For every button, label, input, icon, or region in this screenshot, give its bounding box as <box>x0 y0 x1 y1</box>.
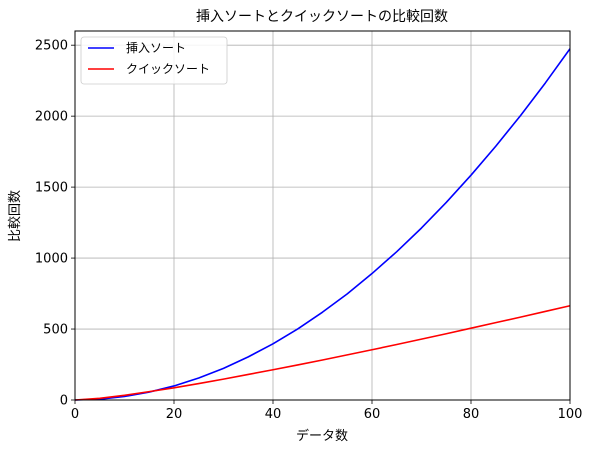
x-tick-label: 80 <box>463 407 480 422</box>
series-lines <box>74 48 571 401</box>
x-tick-label: 20 <box>166 407 183 422</box>
plot-area <box>75 31 570 400</box>
y-tick-label: 0 <box>60 394 68 409</box>
legend-label: 挿入ソート <box>126 41 186 55</box>
grid-lines <box>74 31 571 401</box>
chart-title: 挿入ソートとクイックソートの比較回数 <box>196 9 448 25</box>
y-tick-label: 1500 <box>35 181 68 196</box>
x-axis-label: データ数 <box>296 428 348 444</box>
y-tick-label: 500 <box>43 323 68 338</box>
x-tick-label: 40 <box>265 407 282 422</box>
x-axis-ticks: 0 20 40 60 80 100 <box>71 400 583 422</box>
y-tick-label: 2000 <box>35 110 68 125</box>
y-tick-label: 1000 <box>35 252 68 267</box>
y-axis-ticks: 0 500 1000 1500 2000 2500 <box>35 39 75 409</box>
series-line-2 <box>74 304 571 401</box>
x-tick-label: 0 <box>71 407 79 422</box>
legend-box <box>80 36 228 85</box>
x-tick-label: 60 <box>364 407 381 422</box>
x-tick-label: 100 <box>558 407 583 422</box>
legend-label: クイックソート <box>126 62 210 76</box>
y-tick-label: 2500 <box>35 39 68 54</box>
y-axis-label: 比較回数 <box>8 190 23 242</box>
plot-frame <box>74 30 571 401</box>
